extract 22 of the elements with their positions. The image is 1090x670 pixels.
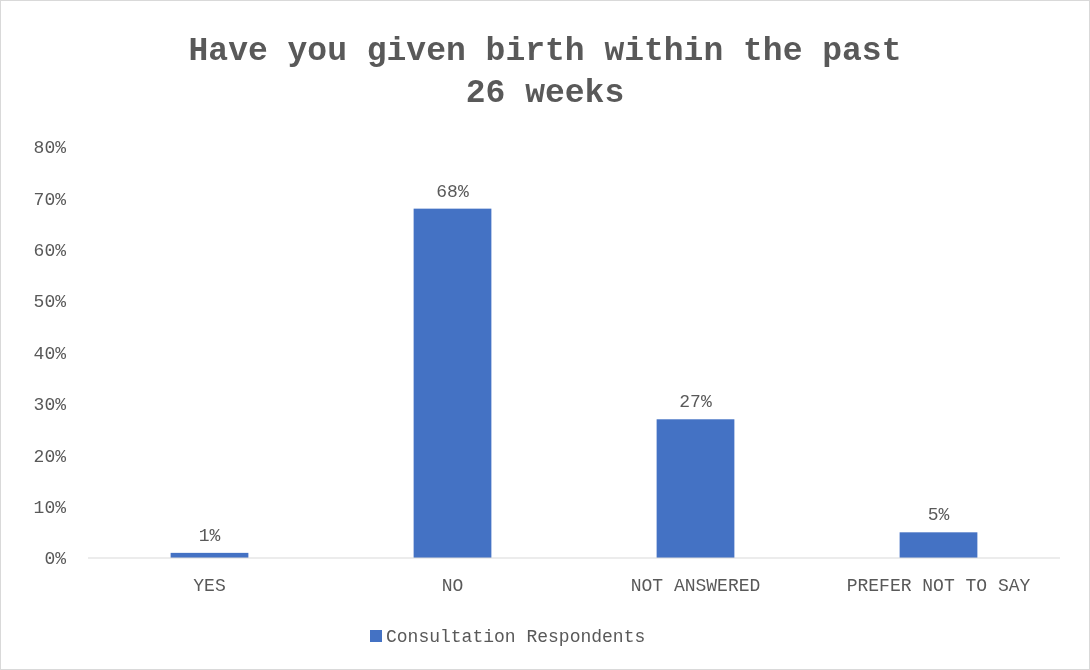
y-tick-label: 70% bbox=[33, 189, 67, 210]
y-tick-label: 30% bbox=[33, 395, 67, 416]
y-tick-label: 50% bbox=[33, 292, 67, 313]
y-tick-label: 60% bbox=[33, 241, 67, 262]
y-tick-label: 20% bbox=[33, 446, 67, 467]
bar bbox=[899, 532, 978, 558]
y-tick-label: 40% bbox=[33, 343, 67, 364]
data-label: 5% bbox=[927, 505, 950, 526]
y-tick-label: 0% bbox=[44, 549, 67, 570]
y-tick-label: 10% bbox=[33, 497, 67, 518]
x-tick-label: NO bbox=[441, 576, 464, 596]
chart-title: Have you given birth within the past 26 weeks bbox=[188, 33, 902, 112]
bar bbox=[413, 208, 492, 558]
y-tick-label: 80% bbox=[33, 138, 67, 159]
x-tick-label: PREFER NOT TO SAY bbox=[846, 576, 1031, 596]
data-label: 1% bbox=[198, 525, 221, 546]
data-label: 27% bbox=[679, 392, 712, 413]
x-tick-label: NOT ANSWERED bbox=[630, 576, 761, 596]
x-tick-label: YES bbox=[193, 576, 226, 596]
legend-label: Consultation Respondents bbox=[386, 627, 646, 648]
data-label: 68% bbox=[436, 181, 469, 202]
bar bbox=[656, 419, 735, 558]
